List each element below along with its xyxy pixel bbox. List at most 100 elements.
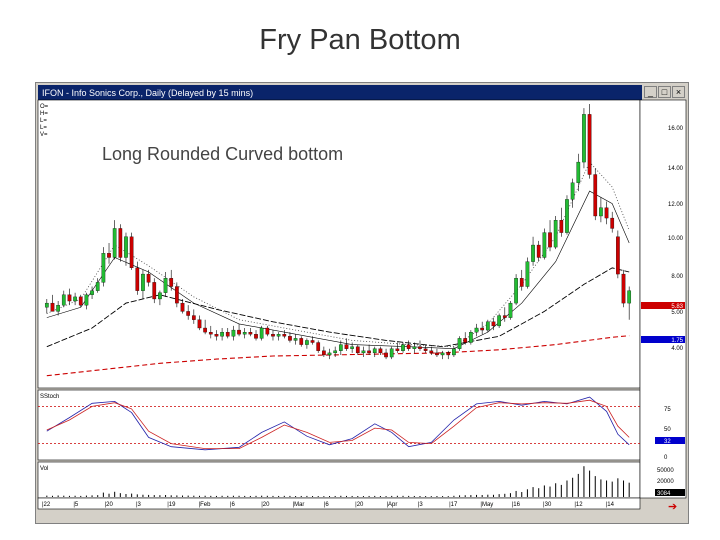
candle-body [288, 336, 292, 341]
candle-body [56, 305, 60, 312]
volume-bar [419, 496, 421, 497]
volume-bar [334, 495, 336, 497]
candle-body [440, 352, 445, 356]
candle-body [367, 350, 371, 354]
price-tick-label: 5.00 [671, 310, 683, 316]
volume-bar [436, 496, 438, 497]
volume-bar [600, 479, 602, 497]
volume-bar [374, 495, 376, 497]
candle-body [338, 344, 343, 351]
candle-body [333, 350, 338, 354]
volume-bar [131, 493, 133, 497]
stoch-tick-label: 75 [664, 407, 671, 413]
candle-body [271, 334, 275, 337]
window-title: IFON - Info Sonics Corp., Daily (Delayed… [38, 85, 642, 101]
close-button[interactable]: × [672, 86, 685, 98]
volume-bar [125, 494, 127, 497]
volume-bar [464, 495, 466, 497]
candle-body [587, 114, 592, 175]
volume-bar [413, 495, 415, 497]
candle-body [84, 294, 89, 306]
volume-bar [165, 495, 167, 497]
x-tick-label: |Mar [293, 502, 305, 508]
x-tick-label: |3 [136, 502, 142, 508]
candle-body [254, 334, 258, 339]
volume-bar [430, 496, 432, 497]
volume-bar [153, 495, 155, 497]
x-tick-label: |5 [73, 502, 79, 508]
volume-bar [114, 491, 116, 497]
volume-bar [170, 495, 172, 497]
scroll-right-arrow-icon[interactable]: ➔ [668, 501, 678, 513]
x-tick-label: |14 [606, 502, 615, 508]
volume-bar [549, 486, 551, 497]
volume-bar [102, 492, 104, 497]
volume-bar [187, 495, 189, 497]
volume-bar [176, 495, 178, 497]
volume-panel [37, 461, 641, 499]
candle-body [95, 282, 100, 291]
candle-body [248, 331, 253, 335]
volume-bar [385, 496, 387, 497]
x-tick-label: |22 [42, 502, 51, 508]
candle-body [214, 334, 219, 337]
volume-bar [555, 483, 557, 497]
candle-body [389, 348, 394, 358]
candle-body [90, 290, 94, 295]
volume-bar [227, 495, 229, 497]
volume-bar [80, 495, 82, 497]
x-tick-label: |20 [261, 502, 270, 508]
candle-body [129, 236, 134, 269]
candle-body [519, 278, 524, 287]
price-tag-label: 5.83 [671, 304, 683, 310]
candle-body [101, 253, 106, 283]
candle-body [124, 236, 128, 258]
volume-bar [526, 489, 528, 497]
y-axis-strip [639, 99, 687, 499]
candle-body [497, 315, 501, 327]
volume-bar [283, 495, 285, 497]
volume-bar [379, 496, 381, 497]
volume-bar [589, 470, 591, 497]
minimize-button[interactable]: _ [644, 86, 657, 98]
volume-bar [492, 494, 494, 497]
maximize-button[interactable]: □ [658, 86, 671, 98]
volume-bar [509, 493, 511, 497]
candle-body [355, 346, 360, 354]
volume-bar [278, 495, 280, 497]
x-tick-label: |19 [167, 502, 176, 508]
candle-body [282, 334, 287, 337]
candle-body [418, 346, 422, 349]
candle-body [175, 286, 179, 304]
candle-body [395, 348, 400, 351]
candle-body [220, 331, 224, 337]
volume-bar [312, 496, 314, 497]
candle-body [406, 344, 411, 349]
volume-bar [425, 496, 427, 497]
volume-bar [57, 495, 59, 497]
x-tick-label: |May [480, 502, 493, 508]
stoch-value-box [655, 437, 685, 444]
candle-body [141, 273, 145, 291]
quote-row: L= [40, 118, 47, 124]
candle-body [559, 219, 564, 233]
volume-bar [504, 493, 506, 497]
candle-body [344, 344, 349, 349]
x-tick-label: |30 [543, 502, 552, 508]
volume-bar [476, 494, 478, 497]
volume-bar [391, 495, 393, 497]
volume-bar [329, 496, 331, 497]
candle-body [491, 321, 496, 327]
candle-body [186, 311, 191, 316]
candle-body [401, 344, 405, 351]
volume-bar [396, 495, 398, 497]
slide-title: Fry Pan Bottom [259, 24, 461, 56]
volume-bar [215, 495, 217, 497]
stoch-tick-label: 50 [664, 427, 671, 433]
candle-body [118, 228, 123, 258]
candle-body [169, 278, 174, 287]
volume-value-box [655, 489, 685, 496]
volume-title: Vol [40, 466, 48, 472]
candle-body [502, 315, 507, 318]
